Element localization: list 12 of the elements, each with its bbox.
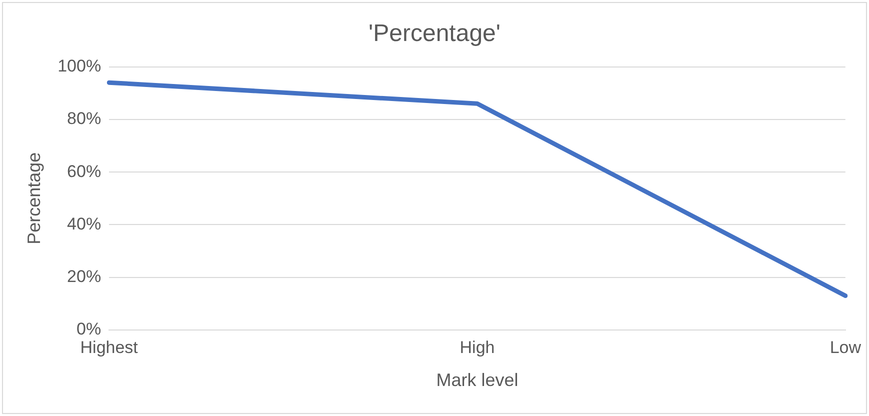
y-tick-label: 0% <box>76 320 102 339</box>
y-tick-label: 60% <box>67 162 102 181</box>
x-tick-label: Highest <box>80 338 138 357</box>
x-axis-title: Mark level <box>436 370 518 390</box>
y-axis-title: Percentage <box>24 152 44 244</box>
y-tick-label: 20% <box>67 267 102 286</box>
x-tick-label: High <box>460 338 495 357</box>
y-tick-label: 100% <box>58 56 102 76</box>
chart-title: 'Percentage' <box>368 20 500 48</box>
x-tick-label: Low <box>830 338 862 357</box>
y-tick-label: 80% <box>67 109 102 128</box>
y-tick-label: 40% <box>67 214 102 234</box>
